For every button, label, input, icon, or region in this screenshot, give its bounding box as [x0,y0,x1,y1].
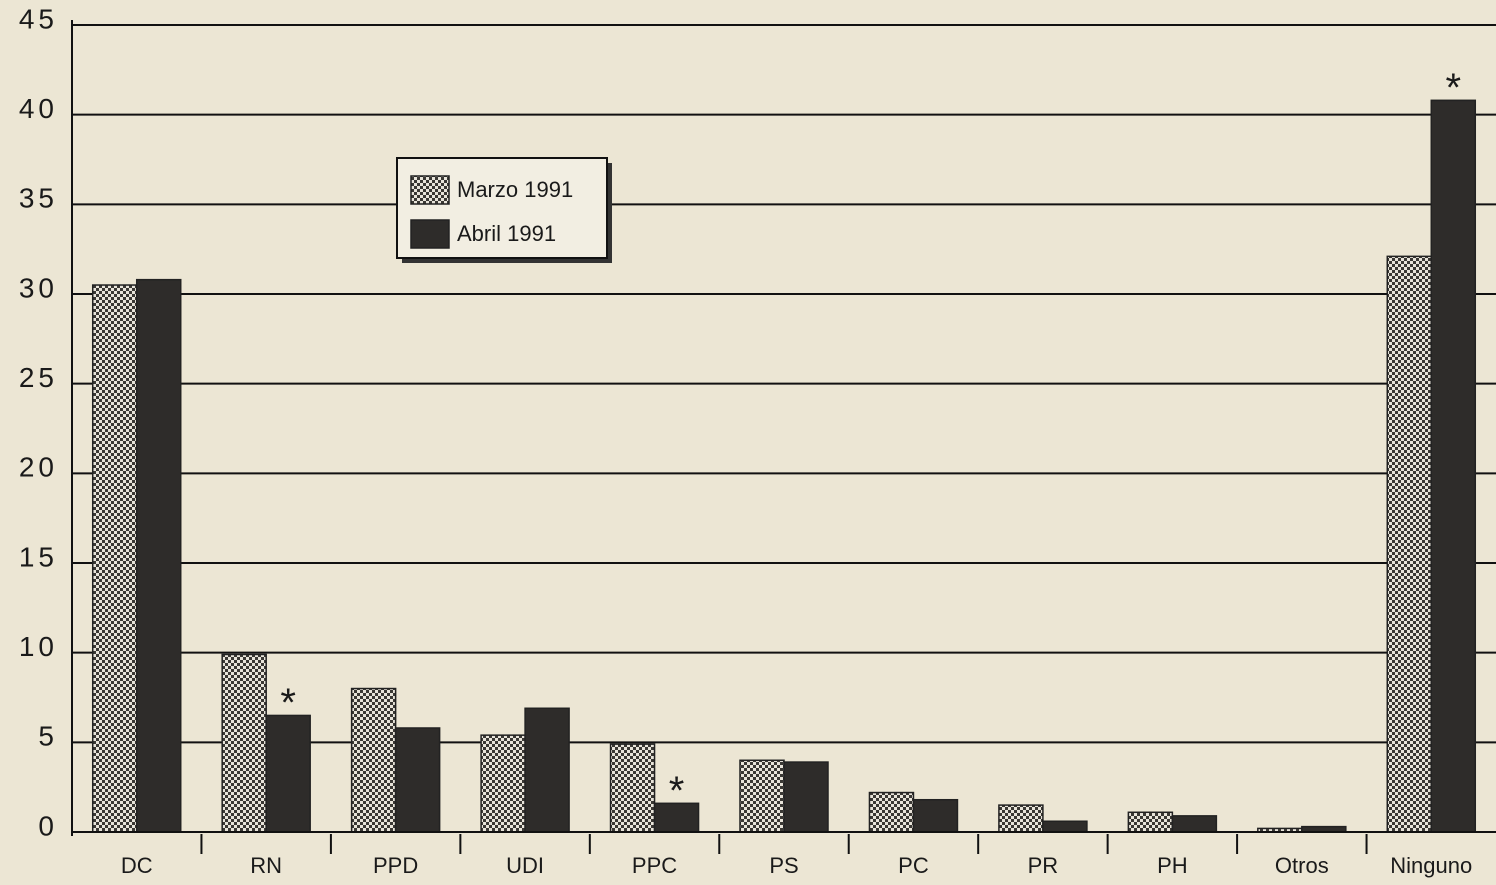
y-tick-label: 15 [19,541,58,572]
x-tick-label: PH [1157,853,1188,878]
y-tick-label: 45 [19,3,58,34]
bar [739,759,785,833]
x-tick-label: PC [898,853,929,878]
legend-label: Abril 1991 [457,221,556,246]
bar [998,804,1044,833]
x-tick-label: PR [1028,853,1059,878]
y-tick-label: 25 [19,362,58,393]
bar [783,761,829,833]
bar [868,791,915,833]
legend-swatch [410,175,450,205]
bar [1042,820,1088,833]
bar [609,743,656,833]
bar [912,798,959,833]
legend-swatch [410,219,450,249]
bar [653,802,700,833]
y-tick-label: 30 [19,272,58,303]
x-tick-label: PPD [373,853,418,878]
annotation: * [1445,66,1461,110]
bar [394,727,441,833]
bar [350,687,397,833]
legend-label: Marzo 1991 [457,177,573,202]
y-tick-label: 40 [19,93,58,124]
x-tick-label: Otros [1275,853,1329,878]
x-tick-label: DC [121,853,153,878]
y-tick-label: 10 [19,631,58,662]
bar [91,284,138,833]
bar [480,734,526,833]
bar [221,653,267,833]
x-tick-label: PPC [632,853,677,878]
x-tick-label: RN [250,853,282,878]
bar [1430,99,1477,833]
bar [265,714,311,833]
y-tick-label: 0 [38,810,58,841]
y-tick-label: 35 [19,183,58,214]
annotation: * [669,769,685,813]
bar [135,278,182,833]
bar [1171,815,1218,833]
bar [1127,811,1174,833]
y-tick-label: 20 [19,452,58,483]
x-tick-label: Ninguno [1390,853,1472,878]
x-tick-label: UDI [506,853,544,878]
x-tick-label: PS [769,853,798,878]
bar [1386,255,1433,833]
annotation: * [280,681,296,725]
bar [524,707,570,833]
y-tick-label: 5 [38,721,58,752]
